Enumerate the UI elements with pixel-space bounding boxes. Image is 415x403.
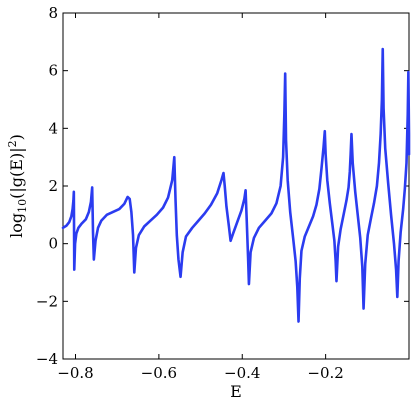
x-axis-tick-labels: −0.8 −0.6 −0.4 −0.2: [57, 364, 344, 382]
y-axis-tick-labels: −4 −2 0 2 4 6 8: [36, 4, 58, 368]
plot-area: −0.8 −0.6 −0.4 −0.2 −4 −2 0 2 4 6 8: [36, 4, 411, 382]
y-tick-label: 6: [48, 62, 58, 80]
series-line-0: [61, 47, 411, 323]
y-tick-label: 0: [48, 235, 58, 253]
x-tick-label: −0.8: [57, 364, 93, 382]
x-axis-ticks: [75, 13, 327, 359]
x-tick-label: −0.4: [224, 364, 260, 382]
y-label-middle: (|g(E)|: [7, 147, 26, 198]
y-axis-ticks: [63, 12, 409, 360]
y-label-superscript: 2: [6, 140, 19, 147]
plot-frame: [62, 12, 410, 360]
y-tick-label: 2: [48, 177, 58, 195]
y-tick-label: −2: [36, 292, 58, 310]
y-label-prefix: log: [7, 213, 26, 238]
y-tick-label: 8: [48, 4, 58, 22]
x-tick-label: −0.6: [141, 364, 177, 382]
x-axis-label: E: [230, 382, 242, 401]
y-tick-label: 4: [48, 119, 58, 137]
y-axis-label: log10(|g(E)|2): [6, 134, 29, 238]
x-tick-label: −0.2: [307, 364, 343, 382]
series-layer: [61, 47, 411, 323]
y-label-subscript: 10: [16, 199, 29, 213]
y-tick-label: −4: [36, 350, 58, 368]
y-label-suffix: ): [7, 134, 26, 140]
